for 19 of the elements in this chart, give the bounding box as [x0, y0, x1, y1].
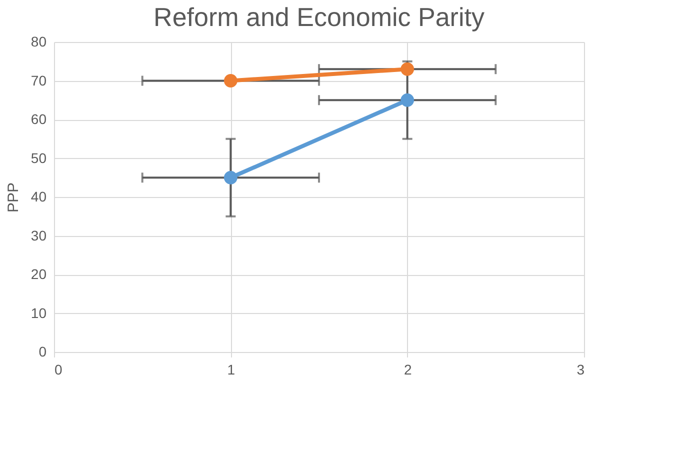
y-tick-label: 80: [30, 34, 47, 50]
point: [224, 74, 238, 88]
y-tick-label: 40: [30, 188, 47, 204]
point: [224, 170, 238, 184]
y-tick-label: 20: [30, 266, 47, 282]
y-tick-label: 10: [30, 304, 47, 321]
x-tick-label: 2: [404, 362, 412, 378]
x-tick-label: 3: [576, 362, 585, 378]
point: [400, 93, 414, 107]
y-tick-label: 70: [30, 72, 47, 88]
x-tick-label: 0: [54, 362, 62, 378]
chart-title: Reform and Economic Parity: [154, 2, 484, 32]
point: [400, 62, 414, 76]
y-tick-label: 30: [30, 227, 47, 244]
y-tick-label: 60: [30, 111, 47, 127]
y-tick-label: 0: [38, 344, 47, 360]
x-tick-label: 1: [227, 362, 236, 378]
y-axis-title: PPP: [4, 182, 22, 213]
y-tick-label: 50: [30, 150, 47, 166]
